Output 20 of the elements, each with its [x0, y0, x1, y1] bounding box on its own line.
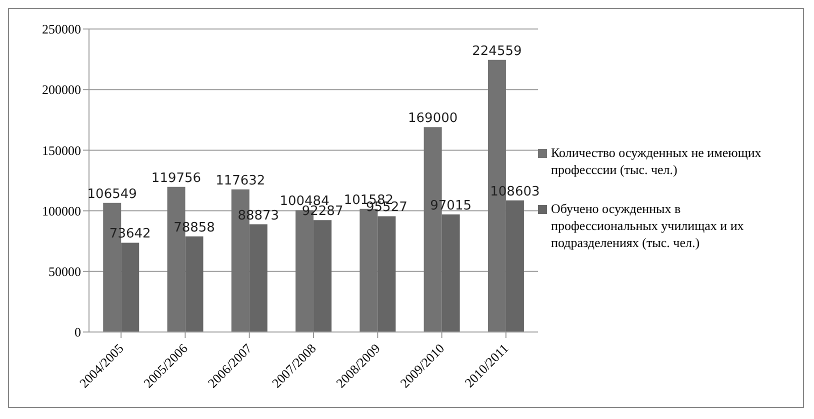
bar	[121, 242, 140, 332]
y-tick-label: 150000	[42, 142, 81, 158]
y-tick-label: 0	[74, 324, 81, 340]
legend-label: Количество осужденных не имеющих професссии (тыс. чел.)	[551, 144, 762, 178]
legend-label: Обучено осужденных в профессиональных училищах и их подразделениях (тыс. чел.)	[551, 200, 745, 250]
y-tick-label: 250000	[42, 22, 81, 37]
data-label: 224559	[472, 44, 522, 59]
data-label: 169000	[408, 111, 458, 126]
data-label: 117632	[216, 173, 266, 188]
bar	[442, 214, 460, 332]
bar	[249, 224, 268, 332]
y-tick-label: 200000	[42, 82, 81, 98]
bar	[185, 236, 204, 332]
y-tick-label: 100000	[42, 203, 81, 218]
bar	[506, 200, 524, 332]
y-tick-label: 50000	[48, 264, 81, 280]
data-label: 106549	[87, 186, 137, 202]
data-label: 119756	[151, 170, 202, 186]
bar	[314, 220, 332, 332]
bar	[378, 216, 396, 332]
